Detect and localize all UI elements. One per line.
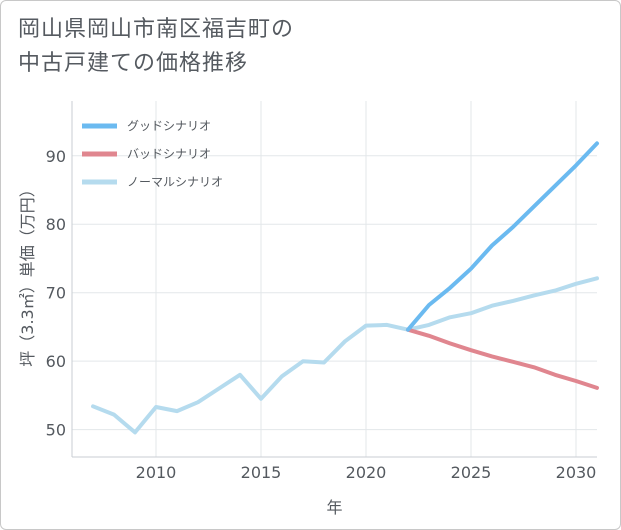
legend-label: グッドシナリオ [127, 119, 211, 133]
grid-lines [72, 101, 597, 457]
chart-title-line-2: 中古戸建ての価格推移 [18, 51, 249, 76]
x-tick-label: 2025 [451, 463, 492, 482]
x-tick-label: 2015 [241, 463, 282, 482]
legend-label: ノーマルシナリオ [127, 175, 223, 189]
y-tick-label: 60 [46, 352, 66, 371]
x-tick-label: 2030 [556, 463, 597, 482]
y-tick-label: 50 [46, 421, 66, 440]
chart-title-line-1: 岡山県岡山市南区福吉町の [18, 17, 295, 42]
y-axis-label: 坪（3.3㎡）単価（万円） [18, 181, 37, 366]
y-tick-label: 80 [46, 215, 66, 234]
x-tick-label: 2010 [136, 463, 177, 482]
series-line-2 [406, 327, 599, 390]
legend-label: バッドシナリオ [127, 147, 211, 161]
y-axis-ticks: 50 60 70 80 90 [46, 147, 66, 440]
x-axis-ticks: 2010 2015 2020 2025 2030 [136, 463, 597, 482]
x-tick-label: 2020 [346, 463, 387, 482]
y-tick-label: 90 [46, 147, 66, 166]
series-line-1 [406, 141, 599, 332]
chart-title: 岡山県岡山市南区福吉町の 中古戸建ての価格推移 [18, 13, 294, 81]
plot-frame [71, 101, 597, 458]
y-tick-label: 70 [46, 284, 66, 303]
series-lines [91, 141, 599, 435]
x-axis-label: 年 [326, 498, 342, 517]
series-line-3 [91, 276, 599, 435]
